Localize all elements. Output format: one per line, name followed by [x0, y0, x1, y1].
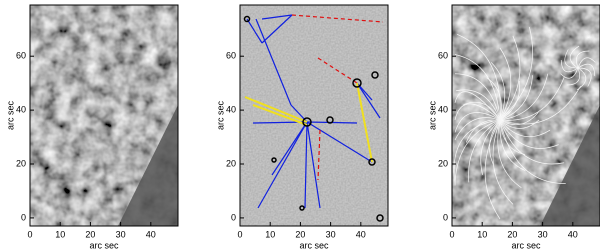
- field-line: [560, 67, 579, 79]
- field-line: [456, 89, 501, 121]
- field-line: [492, 119, 514, 205]
- x-tick-label: 40: [356, 229, 366, 239]
- field-line: [468, 119, 501, 183]
- y-tick-label: 0: [21, 212, 26, 222]
- field-line: [465, 119, 501, 143]
- field-line: [577, 67, 592, 87]
- connection-overlay: [243, 14, 384, 222]
- x-axis-label: arc sec: [511, 240, 541, 250]
- field-line: [454, 117, 501, 141]
- field-lines: [453, 26, 596, 220]
- field-line: [456, 33, 501, 121]
- x-tick-label: 10: [477, 229, 487, 239]
- field-line: [499, 81, 521, 121]
- plot-frame: [29, 4, 179, 227]
- x-tick-label: 40: [568, 229, 578, 239]
- field-line: [453, 119, 501, 184]
- field-line: [480, 119, 501, 176]
- x-tick-label: 10: [55, 229, 65, 239]
- x-tick-label: 30: [326, 229, 336, 239]
- x-tick-label: 20: [295, 229, 305, 239]
- field-line: [576, 67, 587, 91]
- field-line: [499, 111, 539, 126]
- x-tick-label: 10: [265, 229, 275, 239]
- y-axis-label: arc sec: [5, 100, 15, 130]
- field-line: [497, 119, 522, 188]
- y-tick-label: 60: [16, 51, 26, 61]
- field-line: [454, 112, 501, 133]
- field-line: [499, 26, 533, 121]
- field-line: [499, 75, 533, 121]
- y-tick-label: 60: [226, 51, 236, 61]
- field-line: [490, 62, 506, 121]
- y-tick-label: 60: [438, 51, 448, 61]
- field-line: [577, 63, 596, 77]
- field-line: [489, 119, 501, 165]
- field-line: [454, 91, 501, 121]
- y-tick-label: 40: [226, 104, 236, 114]
- field-line: [486, 77, 502, 121]
- field-line: [454, 119, 501, 186]
- y-tick-label: 20: [226, 158, 236, 168]
- field-line: [564, 49, 579, 69]
- off-limb-wedge: [540, 105, 600, 226]
- off-limb-wedge: [118, 105, 178, 226]
- x-tick-label: 0: [449, 229, 454, 239]
- field-line: [484, 119, 501, 220]
- x-tick-label: 30: [538, 229, 548, 239]
- field-line: [463, 101, 501, 121]
- field-line: [454, 54, 501, 121]
- x-axis-label: arc sec: [89, 240, 119, 250]
- y-tick-label: 20: [438, 158, 448, 168]
- field-line: [499, 119, 551, 138]
- field-line: [499, 119, 559, 149]
- field-line: [499, 119, 566, 184]
- y-tick-label: 40: [16, 104, 26, 114]
- field-line: [566, 67, 580, 86]
- y-axis-label: arc sec: [215, 100, 225, 130]
- field-line: [577, 57, 596, 69]
- field-line: [499, 119, 526, 171]
- field-line: [499, 119, 565, 165]
- field-line: [499, 85, 581, 125]
- field-line: [454, 103, 501, 121]
- x-tick-label: 20: [507, 229, 517, 239]
- y-tick-label: 40: [438, 104, 448, 114]
- x-tick-label: 40: [146, 229, 156, 239]
- field-line: [576, 50, 590, 69]
- field-line: [499, 35, 521, 121]
- field-line: [454, 73, 501, 121]
- y-axis-label: arc sec: [427, 100, 437, 130]
- x-axis-label: arc sec: [299, 240, 329, 250]
- y-tick-label: 0: [231, 212, 236, 222]
- field-line: [499, 119, 526, 155]
- x-tick-label: 0: [27, 229, 32, 239]
- field-line: [569, 45, 580, 69]
- x-tick-label: 20: [85, 229, 95, 239]
- field-line: [499, 77, 565, 121]
- magnetogram-image: [240, 5, 388, 226]
- y-tick-label: 0: [443, 212, 448, 222]
- x-tick-label: 30: [116, 229, 126, 239]
- plot-frame: [451, 4, 600, 227]
- field-line: [499, 47, 512, 121]
- plot-frame: [239, 4, 389, 227]
- field-line: [499, 73, 549, 121]
- x-tick-label: 0: [237, 229, 242, 239]
- field-line: [560, 59, 579, 73]
- y-tick-label: 20: [16, 158, 26, 168]
